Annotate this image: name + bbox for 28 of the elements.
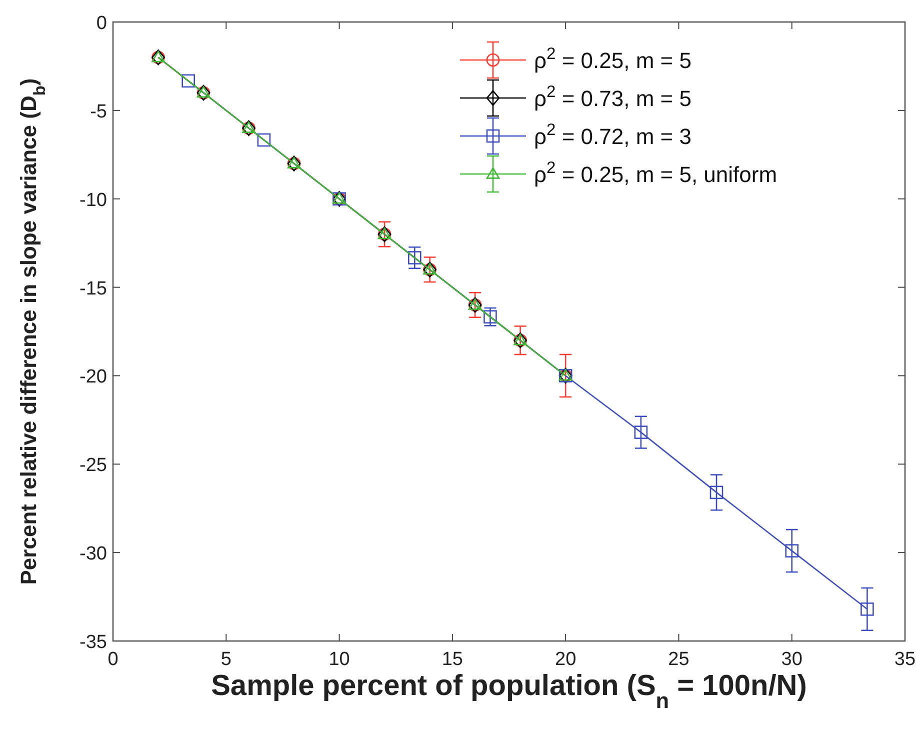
point xyxy=(484,310,497,324)
point xyxy=(257,133,271,147)
y-tick-label: -5 xyxy=(90,101,107,122)
x-tick-label: 5 xyxy=(220,649,232,670)
x-tick-label: 15 xyxy=(442,649,463,670)
y-tick-label: -15 xyxy=(80,278,107,300)
y-tick-label: -35 xyxy=(80,632,107,653)
x-tick-label: 20 xyxy=(555,649,576,670)
point xyxy=(408,251,422,264)
point xyxy=(785,544,799,558)
legend-label: ρ$^{2}$ = 0.25, m = 5 xyxy=(534,45,692,73)
y-tick-label: 0 xyxy=(96,13,107,34)
point xyxy=(860,602,874,616)
x-tick-label: 30 xyxy=(781,649,802,670)
point xyxy=(634,426,648,439)
legend-label: ρ$^{2}$ = 0.25, m = 5, uniform xyxy=(534,159,778,187)
point xyxy=(710,486,724,500)
y-tick-label: -10 xyxy=(80,190,107,211)
legend-label: ρ$^{2}$ = 0.72, m = 3 xyxy=(534,121,692,149)
y-tick-label: -20 xyxy=(80,366,107,388)
y-tick-label: -25 xyxy=(80,455,107,476)
x-axis-title: Sample percent of population (S$_{n}$ = 100n/N) xyxy=(211,670,807,712)
x-tick-label: 25 xyxy=(668,649,690,670)
y-tick-label: -30 xyxy=(80,544,107,565)
x-tick-label: 35 xyxy=(894,649,916,670)
point xyxy=(182,74,196,88)
legend-label: ρ$^{2}$ = 0.73, m = 5 xyxy=(534,83,692,111)
x-tick-label: 10 xyxy=(328,649,350,670)
